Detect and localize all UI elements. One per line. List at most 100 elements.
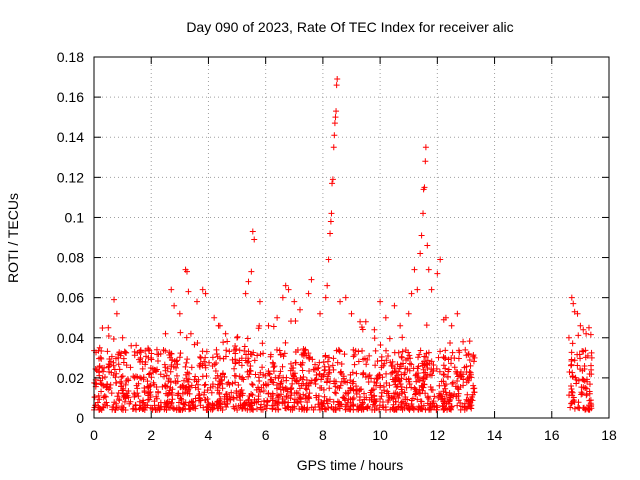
data-point bbox=[302, 346, 309, 353]
data-point bbox=[219, 385, 226, 392]
data-point bbox=[356, 387, 363, 394]
data-point bbox=[163, 372, 170, 379]
data-point bbox=[122, 381, 129, 388]
data-point bbox=[455, 397, 462, 404]
data-point bbox=[583, 330, 590, 337]
data-point bbox=[410, 365, 417, 372]
data-point bbox=[323, 406, 330, 413]
data-point bbox=[276, 347, 283, 354]
data-point bbox=[451, 364, 458, 371]
data-point bbox=[425, 266, 432, 273]
data-point bbox=[118, 350, 125, 357]
data-point bbox=[406, 352, 413, 359]
data-point bbox=[243, 351, 250, 358]
data-point bbox=[345, 405, 352, 412]
data-point bbox=[209, 363, 216, 370]
data-point bbox=[155, 389, 162, 396]
data-point bbox=[411, 385, 418, 392]
data-point bbox=[427, 400, 434, 407]
data-point bbox=[201, 358, 208, 365]
data-point bbox=[306, 368, 313, 375]
data-point bbox=[145, 371, 152, 378]
data-point bbox=[215, 381, 222, 388]
data-point bbox=[440, 398, 447, 405]
data-point bbox=[408, 384, 415, 391]
data-point bbox=[417, 390, 424, 397]
data-point bbox=[353, 370, 360, 377]
data-point bbox=[372, 362, 379, 369]
data-point bbox=[330, 144, 337, 151]
data-point bbox=[585, 324, 592, 331]
data-point bbox=[214, 387, 221, 394]
data-point bbox=[105, 386, 112, 393]
data-point bbox=[330, 366, 337, 373]
data-point bbox=[239, 390, 246, 397]
data-point bbox=[302, 392, 309, 399]
data-point bbox=[269, 359, 276, 366]
data-point bbox=[449, 349, 456, 356]
data-point bbox=[325, 363, 332, 370]
data-point bbox=[424, 372, 431, 379]
data-point bbox=[312, 403, 319, 410]
data-point bbox=[208, 389, 215, 396]
data-point bbox=[580, 348, 587, 355]
data-point bbox=[437, 256, 444, 263]
data-point bbox=[197, 402, 204, 409]
data-point bbox=[236, 347, 243, 354]
data-point bbox=[385, 352, 392, 359]
data-point bbox=[445, 356, 452, 363]
data-point bbox=[281, 350, 288, 357]
data-point bbox=[232, 359, 239, 366]
data-point bbox=[188, 398, 195, 405]
data-point bbox=[119, 334, 126, 341]
data-point bbox=[447, 340, 454, 347]
data-point bbox=[270, 402, 277, 409]
data-point bbox=[426, 405, 433, 412]
data-point bbox=[180, 401, 187, 408]
data-point bbox=[209, 383, 216, 390]
data-point bbox=[417, 347, 424, 354]
data-point bbox=[279, 294, 286, 301]
data-point bbox=[121, 392, 128, 399]
data-point bbox=[214, 353, 221, 360]
data-point bbox=[321, 405, 328, 412]
data-point bbox=[144, 402, 151, 409]
data-point bbox=[274, 399, 281, 406]
data-point bbox=[168, 399, 175, 406]
data-point bbox=[420, 210, 427, 217]
data-point bbox=[393, 406, 400, 413]
data-point bbox=[234, 334, 241, 341]
data-point bbox=[325, 256, 332, 263]
data-point bbox=[340, 375, 347, 382]
data-point bbox=[131, 352, 138, 359]
data-point bbox=[246, 402, 253, 409]
data-point bbox=[406, 405, 413, 412]
data-point bbox=[392, 381, 399, 388]
data-point bbox=[192, 373, 199, 380]
data-point bbox=[454, 377, 461, 384]
data-point bbox=[462, 404, 469, 411]
data-point bbox=[307, 379, 314, 386]
data-point bbox=[584, 378, 591, 385]
data-point bbox=[169, 386, 176, 393]
data-point bbox=[173, 404, 180, 411]
data-point bbox=[251, 236, 258, 243]
data-point bbox=[575, 332, 582, 339]
data-point bbox=[108, 353, 115, 360]
data-point bbox=[209, 400, 216, 407]
data-point bbox=[145, 383, 152, 390]
data-point bbox=[201, 389, 208, 396]
data-point bbox=[162, 330, 169, 337]
data-point bbox=[273, 346, 280, 353]
data-point bbox=[383, 357, 390, 364]
data-point bbox=[173, 364, 180, 371]
data-point bbox=[150, 369, 157, 376]
data-point bbox=[284, 404, 291, 411]
data-point bbox=[177, 329, 184, 336]
data-point bbox=[140, 405, 147, 412]
data-point bbox=[414, 396, 421, 403]
data-point bbox=[218, 376, 225, 383]
data-point bbox=[178, 396, 185, 403]
data-point bbox=[245, 278, 252, 285]
data-point bbox=[194, 339, 201, 346]
